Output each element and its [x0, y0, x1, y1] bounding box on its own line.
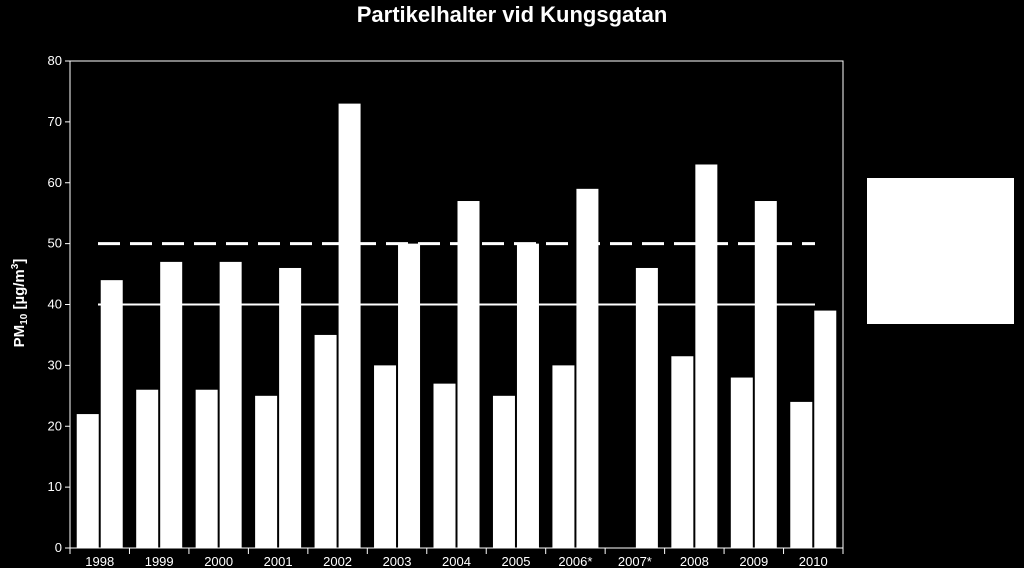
chart-title: Partikelhalter vid Kungsgatan [357, 2, 668, 27]
y-axis-label-main: PM [11, 325, 28, 348]
y-axis-label-close: ] [11, 259, 28, 264]
x-tick-label: 2006* [558, 554, 592, 568]
bar-series-2 [576, 188, 599, 548]
x-tick-label: 1999 [145, 554, 174, 568]
bar-series-2 [814, 310, 837, 548]
bar-series-1 [314, 334, 337, 548]
bar-series-2 [279, 267, 302, 548]
bar-series-2 [695, 164, 718, 549]
bar-series-1 [195, 389, 218, 548]
y-axis-label-unit: [µg/m [11, 269, 28, 313]
y-tick-label: 0 [55, 540, 62, 555]
y-axis-label: PM10 [µg/m3] [10, 259, 30, 348]
bar-series-2 [457, 201, 480, 548]
y-tick-label: 60 [48, 175, 62, 190]
x-tick-label: 1998 [85, 554, 114, 568]
bar-series-2 [219, 261, 242, 548]
y-tick-label: 50 [48, 236, 62, 251]
bar-series-2 [100, 280, 123, 548]
reference-lines [98, 242, 815, 306]
y-tick-label: 10 [48, 479, 62, 494]
bar-series-1 [552, 365, 575, 548]
bar-series-1 [433, 383, 456, 548]
x-tick-label: 2000 [204, 554, 233, 568]
x-tick-label: 2003 [383, 554, 412, 568]
bar-series-2 [516, 243, 539, 548]
x-tick-label: 2010 [799, 554, 828, 568]
y-axis-ticks: 0 10 20 30 40 50 60 70 80 [48, 53, 70, 555]
x-tick-label: 2007* [618, 554, 652, 568]
y-tick-label: 80 [48, 53, 62, 68]
x-tick-label: 2001 [264, 554, 293, 568]
bar-series-1 [255, 395, 278, 548]
bar-series-2 [754, 201, 777, 548]
bars [76, 103, 837, 549]
x-tick-label: 2009 [739, 554, 768, 568]
bar-series-1 [492, 395, 515, 548]
bar-series-1 [730, 377, 753, 548]
bar-series-2 [635, 267, 658, 548]
y-tick-label: 40 [48, 297, 62, 312]
bar-series-1 [671, 356, 694, 548]
bar-series-1 [790, 401, 813, 548]
x-tick-label: 2004 [442, 554, 471, 568]
bar-series-1 [374, 365, 397, 548]
y-tick-label: 70 [48, 114, 62, 129]
x-tick-label: 2008 [680, 554, 709, 568]
bar-series-1 [76, 414, 99, 548]
bar-series-2 [338, 103, 361, 549]
bar-series-2 [160, 261, 183, 548]
y-axis-label-subscript: 10 [19, 313, 30, 325]
y-tick-label: 30 [48, 357, 62, 372]
bar-series-1 [136, 389, 159, 548]
x-tick-label: 2005 [502, 554, 531, 568]
bar-series-2 [398, 243, 421, 548]
y-tick-label: 20 [48, 418, 62, 433]
y-axis-label-superscript: 3 [10, 263, 21, 269]
x-tick-label: 2002 [323, 554, 352, 568]
legend-box [867, 178, 1014, 324]
x-axis-ticks: 1998 1999 2000 2001 2002 2003 2004 2005 2006* 200… [69, 548, 844, 568]
